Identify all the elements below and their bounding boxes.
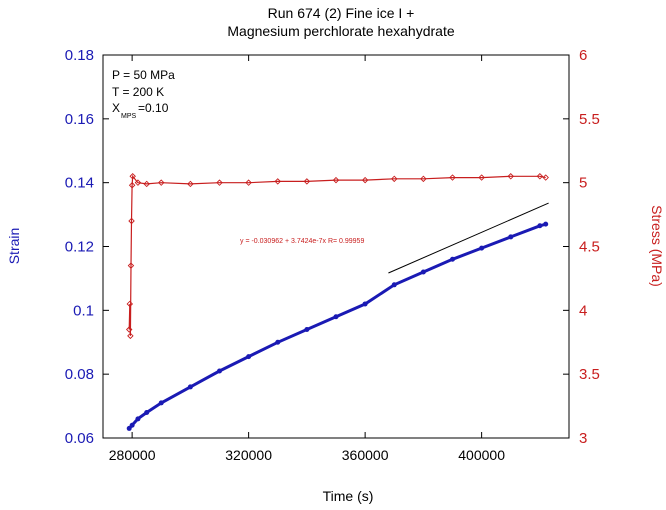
strain-point xyxy=(420,269,426,275)
stress-point xyxy=(125,326,133,333)
stress-point xyxy=(478,174,485,181)
y-right-tick-label: 6 xyxy=(579,47,587,64)
strain-point xyxy=(479,245,485,251)
strain-point xyxy=(217,368,222,374)
stress-point xyxy=(134,179,142,186)
fit-line xyxy=(388,202,549,274)
stress-series-line xyxy=(128,174,546,336)
strain-point xyxy=(508,234,514,240)
x-tick-label: 280000 xyxy=(109,447,156,463)
strain-point xyxy=(450,256,455,262)
stress-point xyxy=(303,178,311,185)
x-tick-label: 400000 xyxy=(458,447,505,463)
stress-point xyxy=(542,174,549,181)
strain-point xyxy=(129,422,135,428)
y-left-tick-label: 0.06 xyxy=(65,430,94,447)
y-right-tick-label: 3.5 xyxy=(579,366,600,383)
stress-point xyxy=(158,179,165,186)
y-left-tick-label: 0.08 xyxy=(65,366,94,383)
stress-point xyxy=(391,175,398,183)
fit-equation: y = -0.030962 + 3.7424e-7x R= 0.99959 xyxy=(240,238,364,245)
chart-title-line1: Run 674 (2) Fine ice I + xyxy=(268,5,415,21)
x-axis-label: Time (s) xyxy=(323,488,374,504)
pressure-annotation: P = 50 MPa xyxy=(112,68,175,82)
strain-point xyxy=(275,339,281,345)
y-right-tick-label: 4 xyxy=(579,302,587,319)
y-left-tick-label: 0.12 xyxy=(65,239,94,256)
strain-point xyxy=(246,354,252,360)
strain-point xyxy=(135,416,141,422)
x-tick-label: 360000 xyxy=(342,447,389,463)
stress-point xyxy=(420,175,427,183)
strain-point xyxy=(187,384,193,390)
stress-point xyxy=(128,181,136,189)
stress-point xyxy=(536,173,544,180)
stress-point xyxy=(449,174,456,181)
stress-point xyxy=(187,180,194,188)
conditions-annotation: P = 50 MPa T = 200 K X MPS =0.10 xyxy=(112,68,175,120)
strain-point xyxy=(537,223,543,229)
y-left-axis-label: Strain xyxy=(6,228,22,265)
stress-point xyxy=(143,180,150,188)
y-left-tick-label: 0.16 xyxy=(65,111,94,128)
fraction-subscript: MPS xyxy=(121,113,137,120)
stress-point xyxy=(332,176,340,184)
stress-point xyxy=(216,179,223,186)
strain-point xyxy=(362,301,368,307)
stress-point xyxy=(361,176,369,184)
plot-frame xyxy=(102,54,570,439)
data-layer xyxy=(125,173,549,431)
strain-series-line xyxy=(128,222,547,430)
y-right-tick-label: 4.5 xyxy=(579,239,600,256)
strain-point xyxy=(144,409,150,415)
fraction-label: X xyxy=(112,101,120,115)
strain-point xyxy=(304,326,310,332)
stress-point xyxy=(126,300,134,308)
ticks-layer: 280000 320000 360000 400000 0.06 0.08 0.1 0.12 0… xyxy=(65,47,600,463)
stress-point xyxy=(128,217,135,225)
y-right-tick-label: 5.5 xyxy=(579,111,600,128)
y-left-tick-label: 0.1 xyxy=(73,302,94,319)
stress-point xyxy=(507,173,514,180)
stress-point xyxy=(274,178,281,185)
stress-point xyxy=(129,173,136,180)
stress-point xyxy=(127,262,135,269)
y-right-axis-label: Stress (MPa) xyxy=(649,205,665,287)
y-right-tick-label: 3 xyxy=(579,430,587,447)
stress-point xyxy=(245,179,252,186)
y-left-tick-label: 0.18 xyxy=(65,47,94,64)
strain-point xyxy=(543,221,549,227)
chart-title-line2: Magnesium perchlorate hexahydrate xyxy=(227,23,454,39)
strain-point xyxy=(158,400,164,406)
strain-point xyxy=(391,282,397,288)
y-left-tick-label: 0.14 xyxy=(65,175,94,192)
y-right-tick-label: 5 xyxy=(579,175,587,192)
fraction-value: =0.10 xyxy=(138,101,169,115)
strain-point xyxy=(126,425,132,431)
temperature-annotation: T = 200 K xyxy=(112,85,164,99)
stress-point xyxy=(127,332,134,340)
strain-point xyxy=(333,314,339,320)
x-tick-label: 320000 xyxy=(225,447,272,463)
